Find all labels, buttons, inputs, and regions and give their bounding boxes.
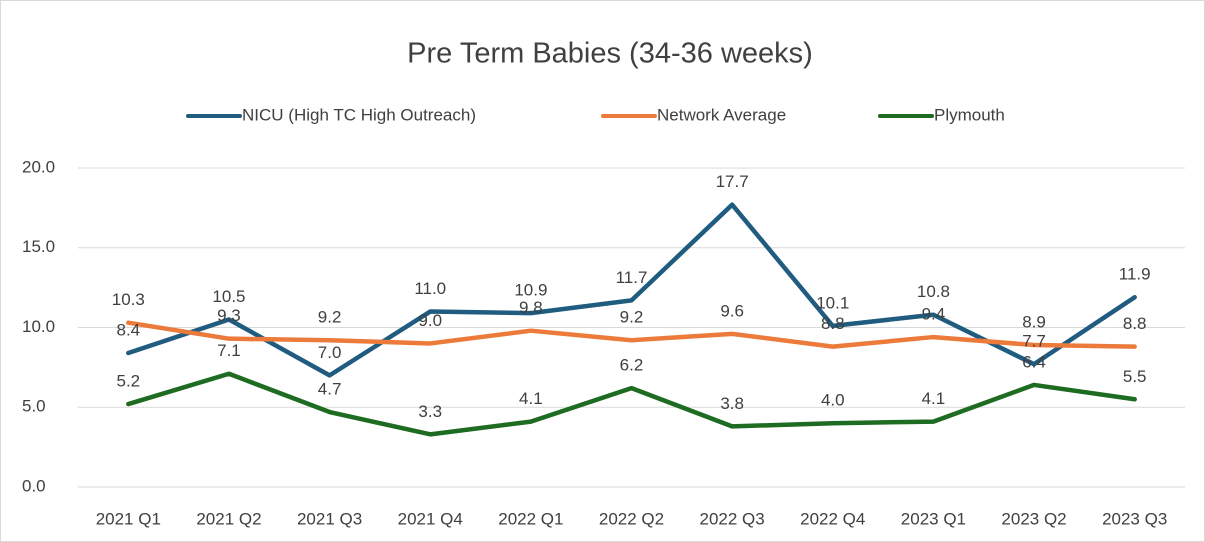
data-label: 6.4: [1022, 352, 1046, 371]
x-tick-label: 2022 Q4: [800, 509, 865, 528]
x-tick-label: 2021 Q2: [196, 509, 261, 528]
y-tick-label: 15.0: [22, 237, 55, 256]
legend-label: Network Average: [657, 105, 786, 124]
data-label: 3.3: [418, 402, 442, 421]
data-label: 4.0: [821, 391, 845, 410]
data-label: 9.6: [720, 301, 744, 320]
x-tick-label: 2022 Q3: [700, 509, 765, 528]
data-label: 5.2: [116, 372, 140, 391]
data-label: 11.9: [1119, 265, 1151, 284]
data-label: 10.5: [212, 287, 245, 306]
data-label: 7.7: [1022, 332, 1046, 351]
data-label: 9.3: [217, 306, 241, 325]
x-tick-label: 2023 Q3: [1102, 509, 1167, 528]
data-label: 9.8: [519, 298, 543, 317]
x-tick-label: 2022 Q2: [599, 509, 664, 528]
data-label: 11.0: [414, 279, 446, 298]
data-label: 9.2: [620, 308, 644, 327]
chart-title: Pre Term Babies (34-36 weeks): [407, 38, 813, 70]
data-label: 4.1: [519, 389, 543, 408]
legend-label: Plymouth: [934, 105, 1005, 124]
x-tick-label: 2021 Q3: [297, 509, 362, 528]
data-label: 8.4: [116, 321, 140, 340]
series-line: [126, 202, 1137, 378]
data-label: 9.0: [418, 311, 442, 330]
y-tick-label: 5.0: [22, 397, 46, 416]
series-line: [126, 371, 1137, 437]
data-label: 10.1: [816, 293, 849, 312]
y-tick-label: 0.0: [22, 476, 46, 495]
x-tick-label: 2023 Q1: [901, 509, 966, 528]
data-label: 5.5: [1123, 367, 1147, 386]
data-label: 10.8: [917, 282, 950, 301]
data-label: 7.1: [217, 341, 241, 360]
data-label: 17.7: [716, 172, 749, 191]
data-label: 8.8: [821, 314, 845, 333]
x-tick-label: 2021 Q1: [96, 509, 161, 528]
y-tick-label: 20.0: [22, 157, 55, 176]
data-label: 8.8: [1123, 314, 1147, 333]
data-label: 9.2: [318, 308, 342, 327]
y-tick-label: 10.0: [22, 317, 55, 336]
series-line: [126, 320, 1137, 349]
data-label: 4.7: [318, 380, 342, 399]
x-tick-label: 2021 Q4: [398, 509, 463, 528]
data-label: 10.3: [112, 290, 145, 309]
x-tick-label: 2022 Q1: [498, 509, 563, 528]
x-tick-label: 2023 Q2: [1001, 509, 1066, 528]
data-label: 3.8: [720, 394, 744, 413]
data-label: 6.2: [620, 356, 644, 375]
data-label: 9.4: [922, 305, 946, 324]
data-label: 11.7: [616, 268, 648, 287]
data-label: 8.9: [1022, 313, 1046, 332]
data-label: 7.0: [318, 343, 342, 362]
legend-label: NICU (High TC High Outreach): [242, 105, 476, 124]
data-label: 4.1: [922, 389, 946, 408]
data-label: 10.9: [514, 281, 547, 300]
